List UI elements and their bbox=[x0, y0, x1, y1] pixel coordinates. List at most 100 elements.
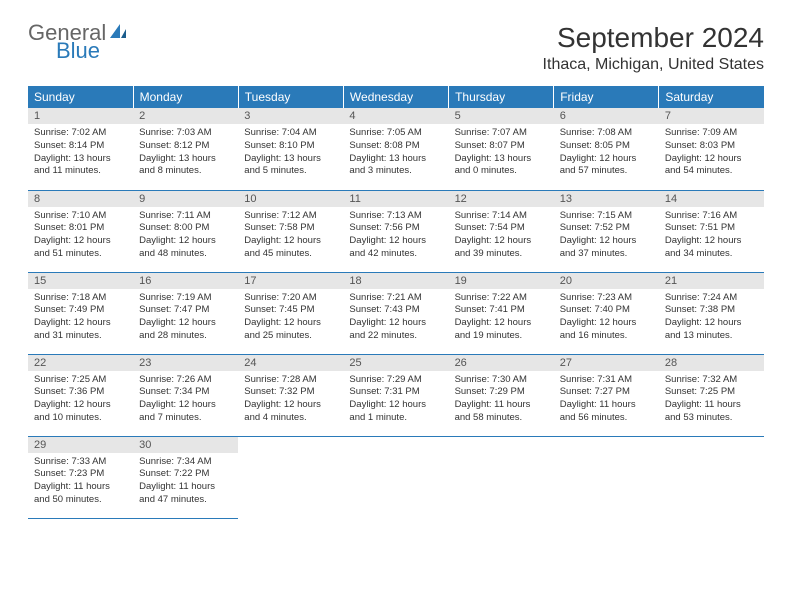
calendar-day-cell bbox=[554, 436, 659, 518]
sunset-text: Sunset: 7:22 PM bbox=[139, 468, 232, 481]
daylight-text: Daylight: 13 hours and 5 minutes. bbox=[244, 153, 337, 179]
daylight-text: Daylight: 12 hours and 4 minutes. bbox=[244, 399, 337, 425]
day-content: Sunrise: 7:09 AMSunset: 8:03 PMDaylight:… bbox=[659, 124, 764, 182]
sunrise-text: Sunrise: 7:04 AM bbox=[244, 127, 337, 140]
day-number: 11 bbox=[343, 191, 448, 207]
sunrise-text: Sunrise: 7:22 AM bbox=[455, 292, 548, 305]
day-number: 27 bbox=[554, 355, 659, 371]
sunrise-text: Sunrise: 7:29 AM bbox=[349, 374, 442, 387]
day-number: 3 bbox=[238, 108, 343, 124]
sunrise-text: Sunrise: 7:13 AM bbox=[349, 210, 442, 223]
sunrise-text: Sunrise: 7:31 AM bbox=[560, 374, 653, 387]
day-number: 9 bbox=[133, 191, 238, 207]
calendar-day-cell bbox=[449, 436, 554, 518]
day-header: Monday bbox=[133, 86, 238, 108]
sunrise-text: Sunrise: 7:28 AM bbox=[244, 374, 337, 387]
daylight-text: Daylight: 12 hours and 13 minutes. bbox=[665, 317, 758, 343]
day-content: Sunrise: 7:23 AMSunset: 7:40 PMDaylight:… bbox=[554, 289, 659, 347]
day-number: 29 bbox=[28, 437, 133, 453]
calendar-day-cell: 7Sunrise: 7:09 AMSunset: 8:03 PMDaylight… bbox=[659, 108, 764, 190]
sunrise-text: Sunrise: 7:05 AM bbox=[349, 127, 442, 140]
day-content: Sunrise: 7:03 AMSunset: 8:12 PMDaylight:… bbox=[133, 124, 238, 182]
calendar-day-cell: 8Sunrise: 7:10 AMSunset: 8:01 PMDaylight… bbox=[28, 190, 133, 272]
daylight-text: Daylight: 12 hours and 39 minutes. bbox=[455, 235, 548, 261]
calendar-day-cell: 30Sunrise: 7:34 AMSunset: 7:22 PMDayligh… bbox=[133, 436, 238, 518]
day-content: Sunrise: 7:12 AMSunset: 7:58 PMDaylight:… bbox=[238, 207, 343, 265]
sunrise-text: Sunrise: 7:16 AM bbox=[665, 210, 758, 223]
calendar-day-cell: 25Sunrise: 7:29 AMSunset: 7:31 PMDayligh… bbox=[343, 354, 448, 436]
calendar-day-cell: 15Sunrise: 7:18 AMSunset: 7:49 PMDayligh… bbox=[28, 272, 133, 354]
day-number: 19 bbox=[449, 273, 554, 289]
daylight-text: Daylight: 12 hours and 45 minutes. bbox=[244, 235, 337, 261]
calendar-day-cell: 12Sunrise: 7:14 AMSunset: 7:54 PMDayligh… bbox=[449, 190, 554, 272]
sunset-text: Sunset: 7:40 PM bbox=[560, 304, 653, 317]
sunset-text: Sunset: 8:12 PM bbox=[139, 140, 232, 153]
calendar-week-row: 8Sunrise: 7:10 AMSunset: 8:01 PMDaylight… bbox=[28, 190, 764, 272]
calendar-day-cell: 22Sunrise: 7:25 AMSunset: 7:36 PMDayligh… bbox=[28, 354, 133, 436]
sunset-text: Sunset: 7:32 PM bbox=[244, 386, 337, 399]
day-header: Tuesday bbox=[238, 86, 343, 108]
day-number: 28 bbox=[659, 355, 764, 371]
calendar-day-cell: 11 Sunrise: 7:13 AMSunset: 7:56 PMDayligh… bbox=[343, 190, 448, 272]
sunrise-text: Sunrise: 7:19 AM bbox=[139, 292, 232, 305]
calendar-week-row: 29Sunrise: 7:33 AMSunset: 7:23 PMDayligh… bbox=[28, 436, 764, 518]
title-block: September 2024 Ithaca, Michigan, United … bbox=[543, 22, 764, 74]
day-number: 1 bbox=[28, 108, 133, 124]
calendar-day-cell: 1Sunrise: 7:02 AMSunset: 8:14 PMDaylight… bbox=[28, 108, 133, 190]
sunrise-text: Sunrise: 7:25 AM bbox=[34, 374, 127, 387]
header: General Blue September 2024 Ithaca, Mich… bbox=[28, 22, 764, 74]
daylight-text: Daylight: 12 hours and 42 minutes. bbox=[349, 235, 442, 261]
daylight-text: Daylight: 12 hours and 31 minutes. bbox=[34, 317, 127, 343]
calendar-day-cell: 16Sunrise: 7:19 AMSunset: 7:47 PMDayligh… bbox=[133, 272, 238, 354]
sunset-text: Sunset: 7:45 PM bbox=[244, 304, 337, 317]
day-header: Thursday bbox=[449, 86, 554, 108]
day-content: Sunrise: 7:15 AMSunset: 7:52 PMDaylight:… bbox=[554, 207, 659, 265]
sunrise-text: Sunrise: 7:12 AM bbox=[244, 210, 337, 223]
sunset-text: Sunset: 8:00 PM bbox=[139, 222, 232, 235]
sunset-text: Sunset: 7:25 PM bbox=[665, 386, 758, 399]
day-content: Sunrise: 7:32 AMSunset: 7:25 PMDaylight:… bbox=[659, 371, 764, 429]
daylight-text: Daylight: 12 hours and 10 minutes. bbox=[34, 399, 127, 425]
day-content: Sunrise: 7:05 AMSunset: 8:08 PMDaylight:… bbox=[343, 124, 448, 182]
sunrise-text: Sunrise: 7:30 AM bbox=[455, 374, 548, 387]
calendar-day-cell: 17Sunrise: 7:20 AMSunset: 7:45 PMDayligh… bbox=[238, 272, 343, 354]
daylight-text: Daylight: 11 hours and 58 minutes. bbox=[455, 399, 548, 425]
day-content: Sunrise: 7:20 AMSunset: 7:45 PMDaylight:… bbox=[238, 289, 343, 347]
sunrise-text: Sunrise: 7:03 AM bbox=[139, 127, 232, 140]
day-content: Sunrise: 7:04 AMSunset: 8:10 PMDaylight:… bbox=[238, 124, 343, 182]
sunset-text: Sunset: 7:38 PM bbox=[665, 304, 758, 317]
day-content: Sunrise: 7:18 AMSunset: 7:49 PMDaylight:… bbox=[28, 289, 133, 347]
sunset-text: Sunset: 7:23 PM bbox=[34, 468, 127, 481]
day-number: 13 bbox=[554, 191, 659, 207]
day-content: Sunrise: 7:34 AMSunset: 7:22 PMDaylight:… bbox=[133, 453, 238, 511]
day-content: Sunrise: 7:14 AMSunset: 7:54 PMDaylight:… bbox=[449, 207, 554, 265]
day-number: 4 bbox=[343, 108, 448, 124]
day-number: 22 bbox=[28, 355, 133, 371]
logo-blue-text: Blue bbox=[56, 40, 128, 62]
day-content: Sunrise: 7:11 AMSunset: 8:00 PMDaylight:… bbox=[133, 207, 238, 265]
day-content: Sunrise: 7:31 AMSunset: 7:27 PMDaylight:… bbox=[554, 371, 659, 429]
sunset-text: Sunset: 7:56 PM bbox=[349, 222, 442, 235]
sunset-text: Sunset: 8:07 PM bbox=[455, 140, 548, 153]
calendar-day-cell: 23Sunrise: 7:26 AMSunset: 7:34 PMDayligh… bbox=[133, 354, 238, 436]
daylight-text: Daylight: 12 hours and 37 minutes. bbox=[560, 235, 653, 261]
daylight-text: Daylight: 12 hours and 22 minutes. bbox=[349, 317, 442, 343]
daylight-text: Daylight: 12 hours and 28 minutes. bbox=[139, 317, 232, 343]
day-number: 12 bbox=[449, 191, 554, 207]
calendar-day-cell: 20Sunrise: 7:23 AMSunset: 7:40 PMDayligh… bbox=[554, 272, 659, 354]
sunrise-text: Sunrise: 7:10 AM bbox=[34, 210, 127, 223]
day-number: 14 bbox=[659, 191, 764, 207]
sunrise-text: Sunrise: 7:34 AM bbox=[139, 456, 232, 469]
day-number: 30 bbox=[133, 437, 238, 453]
daylight-text: Daylight: 12 hours and 25 minutes. bbox=[244, 317, 337, 343]
logo: General Blue bbox=[28, 22, 128, 62]
calendar-day-cell bbox=[238, 436, 343, 518]
sunset-text: Sunset: 7:29 PM bbox=[455, 386, 548, 399]
calendar-day-cell: 6Sunrise: 7:08 AMSunset: 8:05 PMDaylight… bbox=[554, 108, 659, 190]
sunset-text: Sunset: 7:31 PM bbox=[349, 386, 442, 399]
day-number: 20 bbox=[554, 273, 659, 289]
sunrise-text: Sunrise: 7:07 AM bbox=[455, 127, 548, 140]
day-content: Sunrise: 7:21 AMSunset: 7:43 PMDaylight:… bbox=[343, 289, 448, 347]
daylight-text: Daylight: 13 hours and 11 minutes. bbox=[34, 153, 127, 179]
calendar-day-cell: 26Sunrise: 7:30 AMSunset: 7:29 PMDayligh… bbox=[449, 354, 554, 436]
